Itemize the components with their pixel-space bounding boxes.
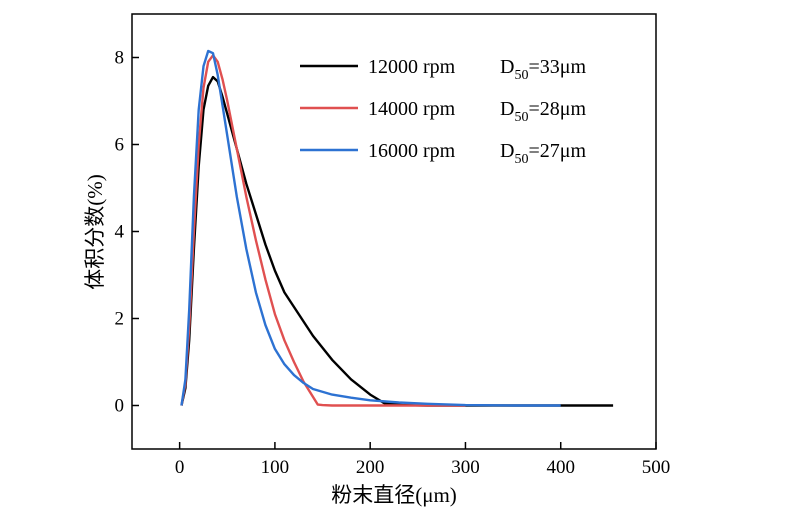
legend-label: 14000 rpm D50=28μm	[368, 98, 586, 125]
x-tick-label: 200	[356, 457, 385, 478]
legend-label: 16000 rpm D50=27μm	[368, 140, 586, 167]
x-tick-label: 100	[261, 457, 290, 478]
legend-label: 12000 rpm D50=33μm	[368, 56, 586, 83]
y-tick-label: 2	[115, 309, 125, 330]
x-axis-title: 粉末直径(μm)	[331, 483, 457, 507]
y-tick-label: 8	[115, 48, 125, 69]
tick-layer: 0 100 200 300 400 500 0 2 4 6 8	[115, 48, 671, 479]
series-line-16000-rpm	[180, 49, 561, 407]
x-tick-label: 500	[642, 457, 671, 478]
x-tick-label: 400	[546, 457, 575, 478]
series-layer	[180, 49, 614, 407]
x-tick-label: 0	[175, 457, 185, 478]
y-axis-title: 体积分数(%)	[83, 174, 107, 289]
series-line-14000-rpm	[180, 54, 466, 407]
x-tick-label: 300	[451, 457, 480, 478]
series-line-12000-rpm	[180, 75, 614, 407]
y-tick-label: 0	[115, 396, 125, 417]
y-tick-label: 6	[115, 135, 125, 156]
legend: 12000 rpm D50=33μm 14000 rpm D50=28μm 16000 …	[300, 56, 586, 167]
y-tick-label: 4	[115, 222, 125, 243]
